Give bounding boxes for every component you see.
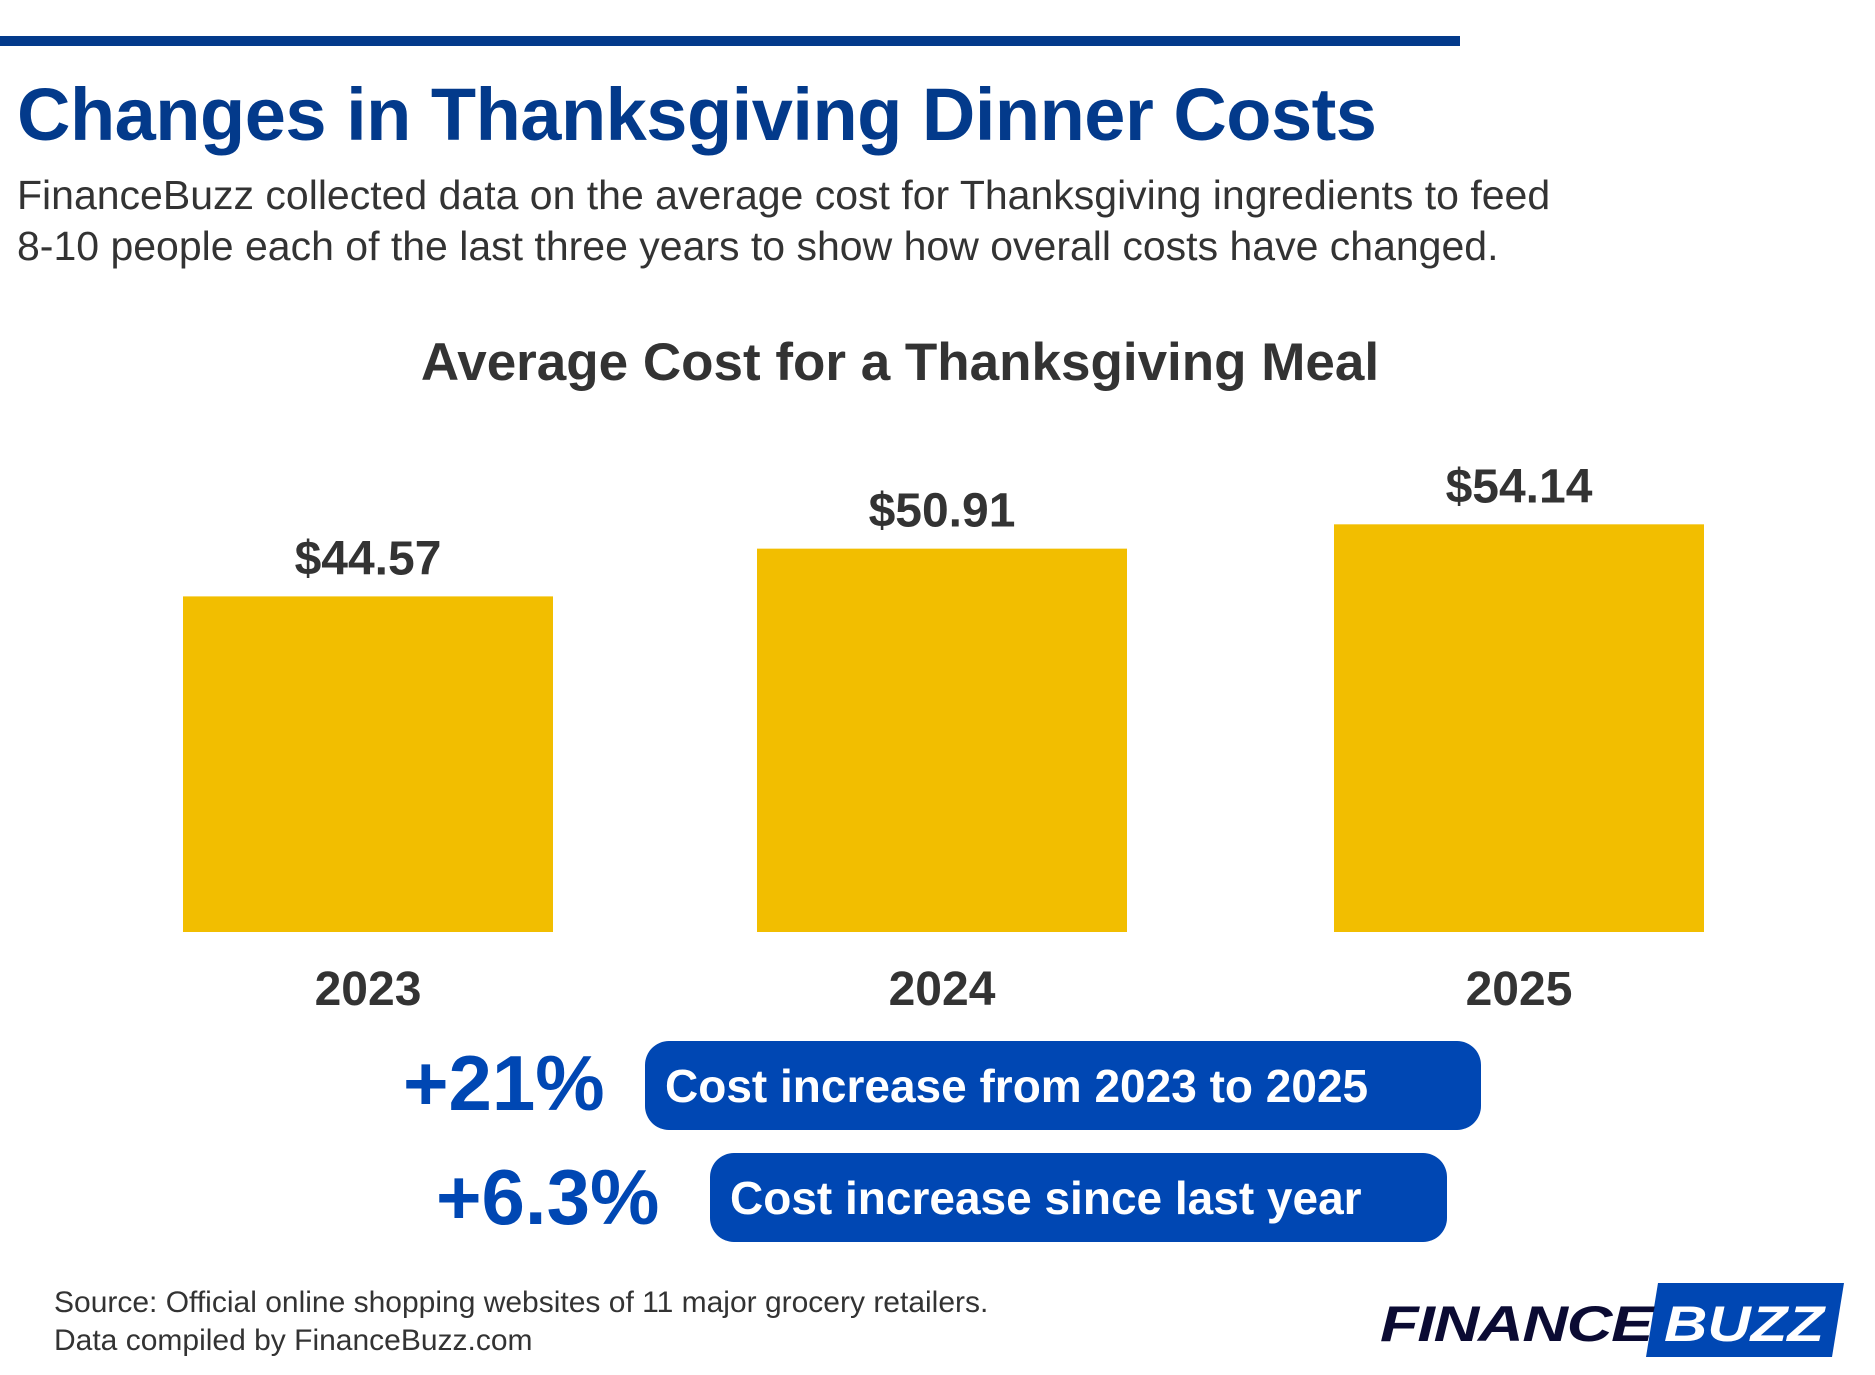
source-line: Source: Official online shopping website…: [54, 1286, 989, 1319]
chart-title: Average Cost for a Thanksgiving Meal: [420, 333, 1380, 392]
bar-2025: [1334, 524, 1704, 932]
source-line: Data compiled by FinanceBuzz.com: [54, 1324, 533, 1357]
bar-2024: [757, 548, 1127, 932]
stat-value-yoy: +6.3%: [436, 1153, 660, 1241]
stat-label-total: Cost increase from 2023 to 2025: [645, 1041, 1481, 1130]
svg-text:BUZZ: BUZZ: [1664, 1296, 1827, 1352]
x-tick-label: 2025: [1466, 963, 1573, 1016]
subtitle-line: 8-10 people each of the last three years…: [17, 223, 1499, 269]
svg-text:FINANCE: FINANCE: [1380, 1296, 1655, 1352]
stat-label-yoy: Cost increase since last year: [710, 1153, 1447, 1242]
page-title: Changes in Thanksgiving Dinner Costs: [17, 73, 1377, 156]
bar-2023: [183, 596, 553, 932]
x-tick-label: 2024: [889, 963, 996, 1016]
financebuzz-logo: FINANCE BUZZ: [1380, 1283, 1844, 1357]
top-rule: [0, 36, 1460, 46]
x-tick-label: 2023: [315, 963, 422, 1016]
subtitle-line: FinanceBuzz collected data on the averag…: [17, 172, 1551, 218]
stat-value-total: +21%: [403, 1039, 605, 1127]
data-label: $50.91: [869, 485, 1016, 538]
subtitle: FinanceBuzz collected data on the averag…: [17, 170, 1817, 272]
data-label: $54.14: [1446, 460, 1593, 513]
data-label: $44.57: [295, 532, 442, 585]
source-note: Source: Official online shopping website…: [54, 1284, 988, 1360]
